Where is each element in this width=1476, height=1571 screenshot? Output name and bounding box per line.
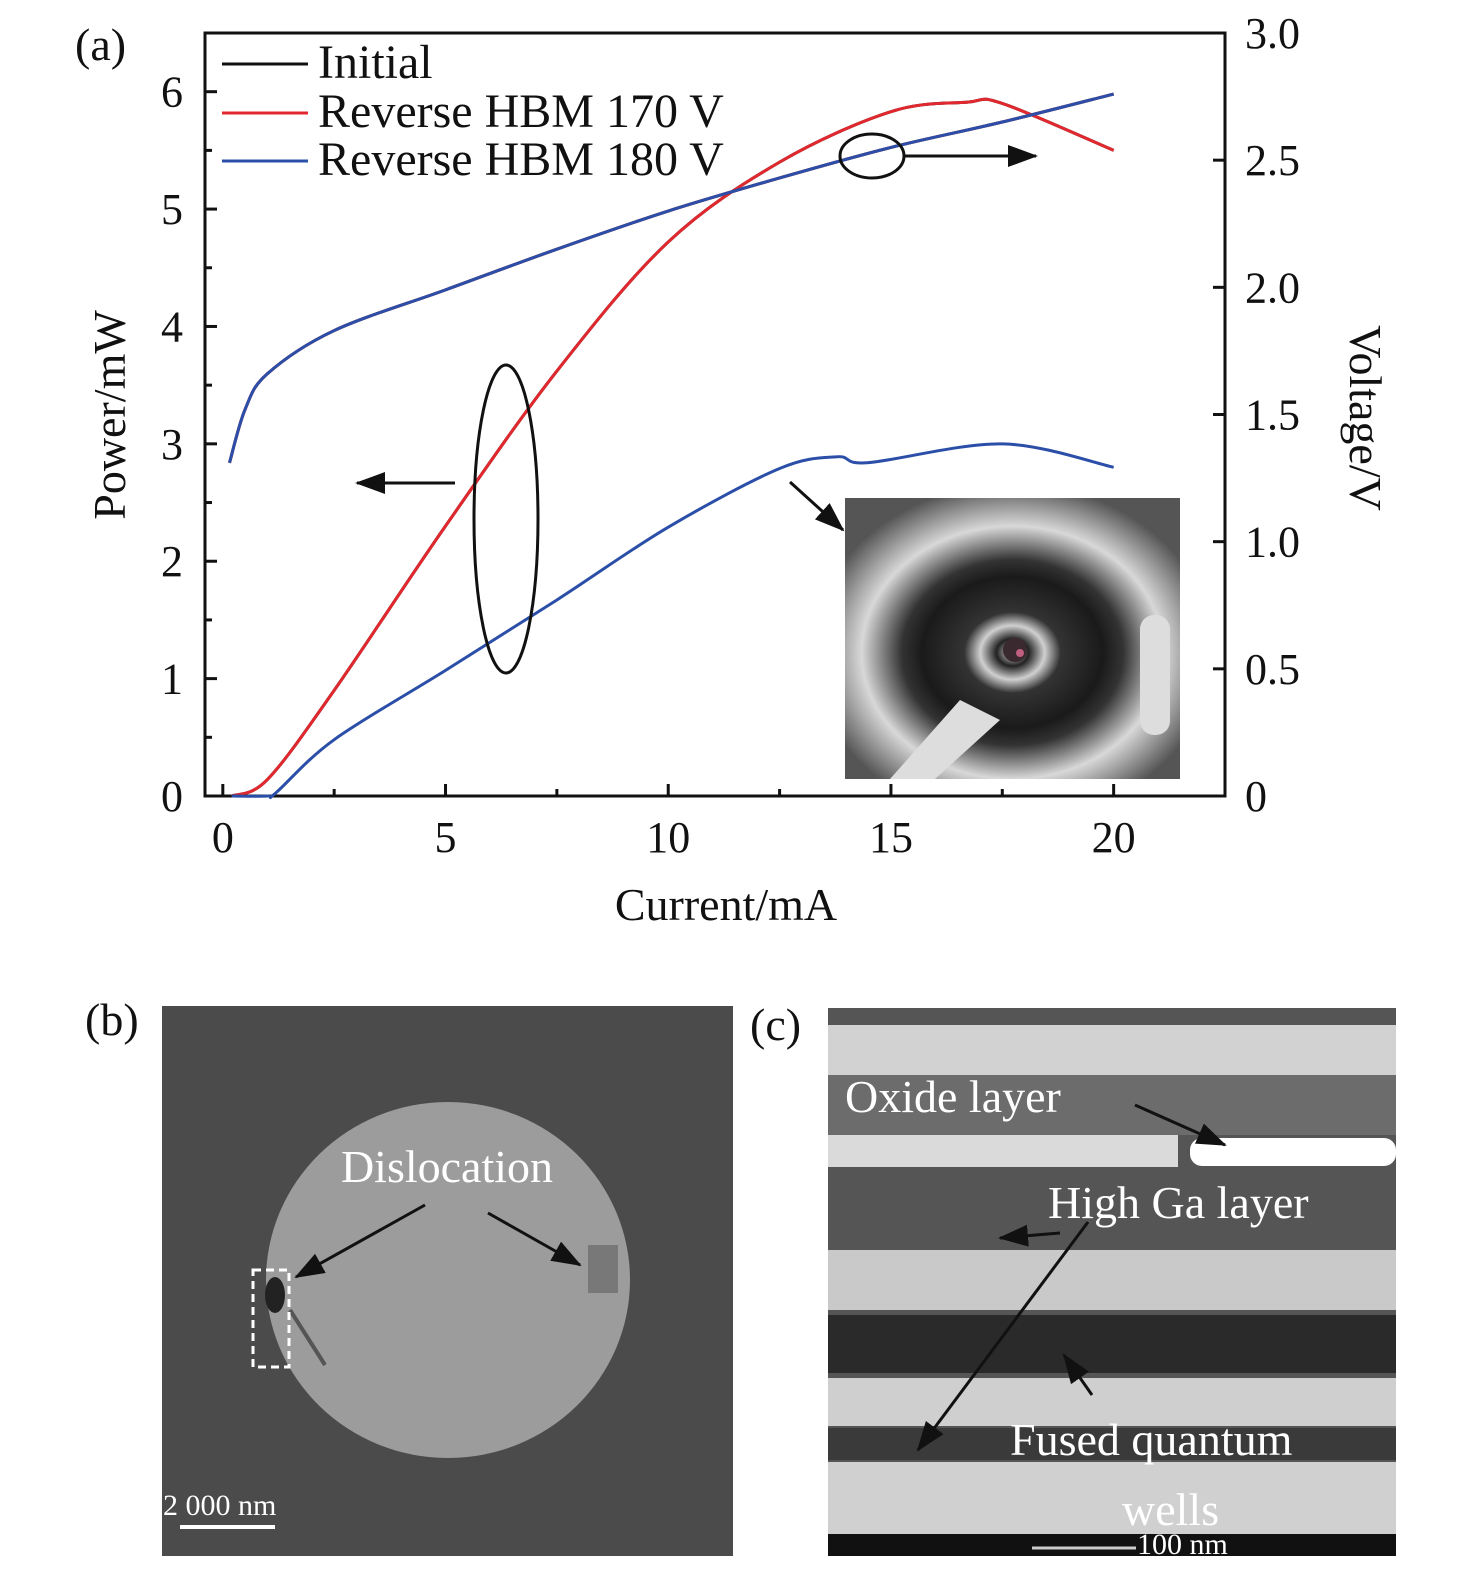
- panel-c-tem-image: Oxide layer High Ga layer Fused quantum …: [828, 1008, 1396, 1561]
- series-line-power: [231, 97, 1115, 798]
- legend-180v: Reverse HBM 180 V: [318, 133, 724, 186]
- x-axis-label: Current/mA: [615, 879, 837, 930]
- y-tick-label: 1: [161, 655, 183, 704]
- dislocation-box: [251, 1268, 291, 1369]
- fused-qw-arrow: [1062, 1353, 1094, 1396]
- y-tick-label: 3: [161, 420, 183, 469]
- high-ga-label: High Ga layer: [1048, 1177, 1309, 1228]
- high-ga-arrow-long: [916, 1221, 1090, 1452]
- oxide-arrow: [1134, 1103, 1227, 1147]
- x-tick-label: 10: [646, 813, 690, 862]
- series-line-voltage: [228, 92, 1115, 464]
- high-ga-arrow: [998, 1224, 1061, 1247]
- y2-tick-label: 0.5: [1245, 645, 1300, 694]
- x-tick-label: 20: [1092, 813, 1136, 862]
- y2-axis-label: Voltage/V: [1340, 325, 1391, 511]
- oxide-layer-label: Oxide layer: [845, 1071, 1061, 1122]
- legend-170v: Reverse HBM 170 V: [318, 85, 724, 138]
- x-tick-label: 15: [869, 813, 913, 862]
- x-tick-label: 5: [435, 813, 457, 862]
- dislocation-label: Dislocation: [341, 1141, 553, 1192]
- fused-qw-label-1: Fused quantum: [1010, 1414, 1293, 1465]
- y2-tick-label: 1.0: [1245, 518, 1300, 567]
- voltage-ellipse: [838, 132, 906, 180]
- series-line-power: [231, 442, 1114, 800]
- panel-label-c: (c): [750, 999, 801, 1050]
- panel-label-b: (b): [85, 994, 139, 1045]
- y2-tick-label: 2.5: [1245, 136, 1300, 185]
- y2-tick-label: 2.0: [1245, 263, 1300, 312]
- inset-arrow: [788, 480, 845, 532]
- y2-tick-label: 0: [1245, 772, 1267, 821]
- panel-b-tem-image: Dislocation 2 000 nm: [162, 1006, 733, 1556]
- x-tick-label: 0: [212, 813, 234, 862]
- y-axis-label: Power/mW: [84, 310, 135, 520]
- y-tick-label: 6: [161, 68, 183, 117]
- scale-bar-label-b: 2 000 nm: [163, 1489, 276, 1522]
- y-tick-label: 2: [161, 537, 183, 586]
- scale-bar-label-c: 100 nm: [1137, 1528, 1228, 1561]
- inset-micrograph: [845, 498, 1180, 779]
- legend-initial: Initial: [318, 36, 433, 89]
- legend: Initial Reverse HBM 170 V Reverse HBM 18…: [222, 36, 724, 186]
- y2-tick-label: 1.5: [1245, 391, 1300, 440]
- power-ellipse: [472, 363, 540, 675]
- y-tick-label: 5: [161, 185, 183, 234]
- y-tick-label: 0: [161, 772, 183, 821]
- y-tick-label: 4: [161, 302, 183, 351]
- dislocation-arrow-right: [487, 1211, 582, 1267]
- dislocation-arrow-left: [294, 1203, 426, 1279]
- y2-tick-label: 3.0: [1245, 9, 1300, 58]
- chart-a: 0 5 10 15 20 0 1 2 3 4 5 6 0 0.5 1.0 1.5 2.0 2.5 3.0 Initi…: [84, 9, 1391, 930]
- fused-qw-label-2: wells: [1122, 1484, 1219, 1535]
- panel-label-a: (a): [75, 19, 126, 70]
- aperture-disk: [266, 1102, 630, 1458]
